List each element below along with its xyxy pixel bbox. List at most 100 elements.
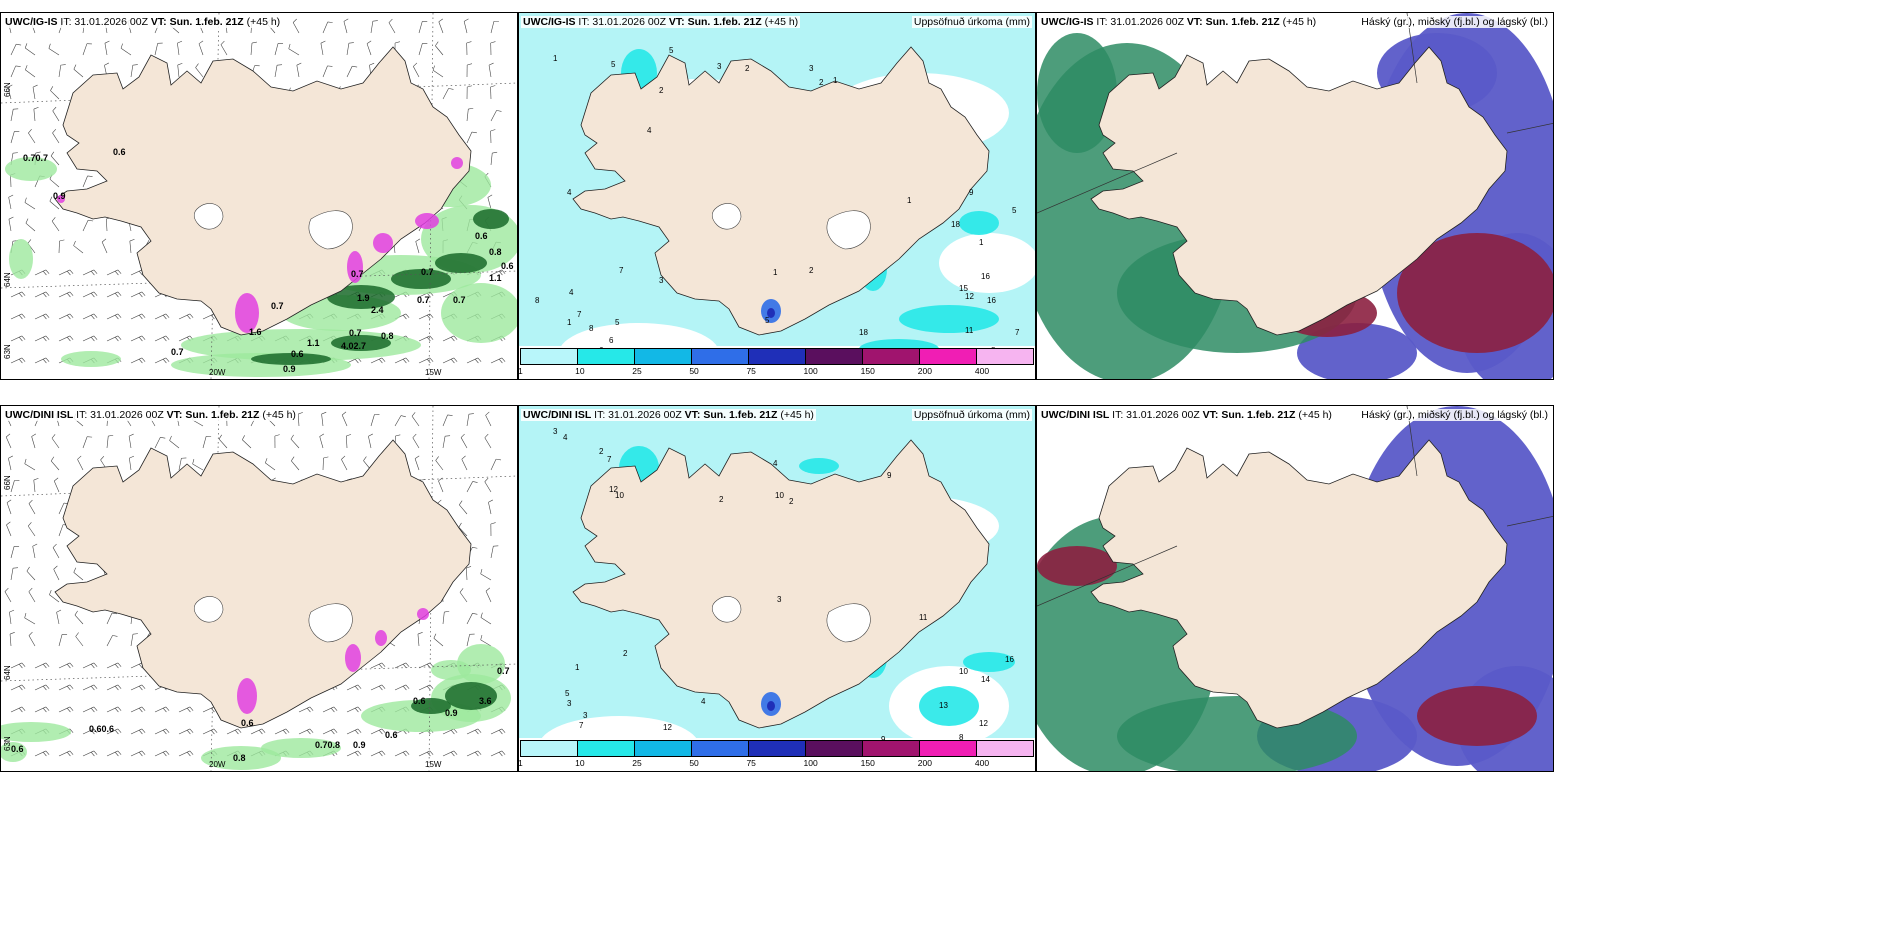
precip-value-label: 2	[599, 447, 604, 456]
wind-value-label: 0.70.8	[315, 740, 340, 750]
wind-barb	[106, 662, 122, 669]
wind-barb	[490, 357, 506, 364]
panel-title: UWC/DINI ISL IT: 31.01.2026 00Z VT: Sun.…	[3, 409, 298, 421]
map-canvas	[1037, 13, 1553, 379]
wind-barb	[298, 706, 314, 713]
glacier	[711, 596, 742, 623]
wind-barb	[442, 88, 454, 100]
iceland-landmass	[1090, 46, 1508, 336]
panel-wind-dini: 0.60.6 0.6 0.8 0.70.8 0.9 0.6 0.6 0.9 3.6 0.7 0.6 6…	[0, 405, 518, 772]
wind-barb	[82, 662, 98, 669]
wind-barb	[154, 313, 170, 320]
map-canvas: 0.60.60.60.80.70.8 0.90.60.60.93.60.70.6	[1, 406, 517, 771]
wind-barb	[4, 587, 12, 603]
wind-barb	[24, 458, 36, 471]
wind-value-label: 0.6	[291, 349, 304, 359]
wind-barb	[10, 335, 26, 342]
precip-value-label: 9	[887, 471, 892, 480]
glacier	[826, 603, 871, 643]
wind-barb	[58, 291, 74, 298]
init-time: IT: 31.01.2026 00Z	[1109, 409, 1203, 421]
wind-barb	[442, 414, 453, 427]
wind-barb	[106, 706, 122, 713]
init-time: IT: 31.01.2026 00Z	[73, 409, 167, 421]
wind-value-label: 0.7	[417, 295, 430, 305]
lead-time: (+45 h)	[1295, 409, 1332, 421]
wind-barb	[33, 106, 39, 122]
wind-barb	[370, 662, 386, 669]
high-cloud	[1037, 33, 1117, 153]
lat-label-63n: 63N	[3, 344, 12, 359]
wind-barb	[413, 62, 420, 78]
precip-value-label: 2	[659, 86, 664, 95]
wind-barb	[32, 543, 38, 559]
wind-barb	[418, 43, 428, 56]
colorbar-segment	[635, 741, 692, 756]
wind-barb	[322, 706, 338, 713]
wind-barb	[24, 197, 36, 210]
wind-barb	[154, 750, 170, 757]
lat-gridline	[1, 270, 517, 289]
wind-barb	[48, 43, 60, 56]
colorbar-tick-label: 100	[803, 758, 818, 768]
wind-value-label: 0.6	[11, 744, 24, 754]
wind-barb	[442, 610, 450, 625]
precip-value-label: 12	[663, 723, 672, 732]
lat-label-66n: 66N	[3, 475, 12, 490]
panel-title: UWC/IG-IS IT: 31.01.2026 00Z VT: Sun. 1.…	[3, 16, 283, 28]
precip-value-label: 2	[745, 64, 750, 73]
lon-label-15w: 15W	[425, 760, 442, 769]
wind-barb	[346, 684, 362, 691]
wind-barb	[8, 194, 14, 210]
wind-barb	[8, 455, 13, 471]
glacier	[711, 203, 742, 230]
wind-barb	[106, 684, 122, 691]
wind-barb	[24, 613, 36, 625]
wind-barb	[460, 433, 468, 449]
wind-value-label: 0.7	[421, 267, 434, 277]
precip-value-label: 5	[765, 316, 770, 325]
wind-barb	[466, 413, 474, 427]
colorbar-tick-label: 1	[518, 758, 523, 768]
init-time: IT: 31.01.2026 00Z	[575, 16, 669, 28]
precip-value-label: 8	[535, 296, 540, 305]
wind-value-label: 2.4	[371, 305, 384, 315]
wind-barb	[27, 522, 36, 537]
wind-barb	[129, 238, 135, 254]
valid-time: Sun. 1.feb. 21Z	[1221, 409, 1296, 421]
wind-barb	[418, 21, 428, 34]
precip-value-label: 4	[701, 697, 706, 706]
wind-barb	[274, 728, 290, 735]
precip-value-label: 1	[773, 268, 778, 277]
panel-wind-ig: 0.70.7 0.6 0.9 0.7 0.7 0.7 0.6 0.8 0.6 1.1 0.7 0.7 0…	[0, 12, 518, 380]
wind-value-label: 0.70.7	[23, 153, 48, 163]
wind-barb	[458, 522, 468, 537]
wind-barb	[490, 458, 502, 471]
wind-barb	[129, 455, 135, 471]
precip-value-label: 10	[615, 491, 624, 500]
precip-value-label: 3	[777, 595, 782, 604]
precip-value-label: 8	[589, 324, 594, 333]
precip-blob-light	[61, 351, 121, 367]
precip-value-label: 2	[623, 649, 628, 658]
wind-value-label: 0.7	[271, 301, 284, 311]
wind-barb	[101, 238, 108, 254]
colorbar-tick-label: 75	[746, 366, 756, 376]
panel-clouds-dini: UWC/DINI ISL IT: 31.01.2026 00Z VT: Sun.…	[1036, 405, 1554, 772]
wind-barb	[130, 357, 146, 364]
precip-blob-max	[767, 308, 775, 318]
wind-value-label: 4.02.7	[341, 341, 366, 351]
wind-barb	[25, 65, 36, 78]
panel-precip-ig: 1453283142156876571342519181512161118161…	[518, 12, 1036, 380]
wind-barb	[490, 151, 498, 166]
wind-barb	[442, 750, 458, 757]
wind-barb	[106, 750, 122, 757]
wind-barb	[435, 41, 444, 56]
iceland-landmass	[54, 46, 472, 336]
wind-barb	[343, 18, 349, 34]
colorbar-tick-label: 25	[632, 366, 642, 376]
wind-barb	[130, 291, 146, 298]
wind-barb	[128, 433, 134, 449]
wind-value-label: 0.8	[233, 753, 246, 763]
wind-barb	[5, 433, 12, 449]
